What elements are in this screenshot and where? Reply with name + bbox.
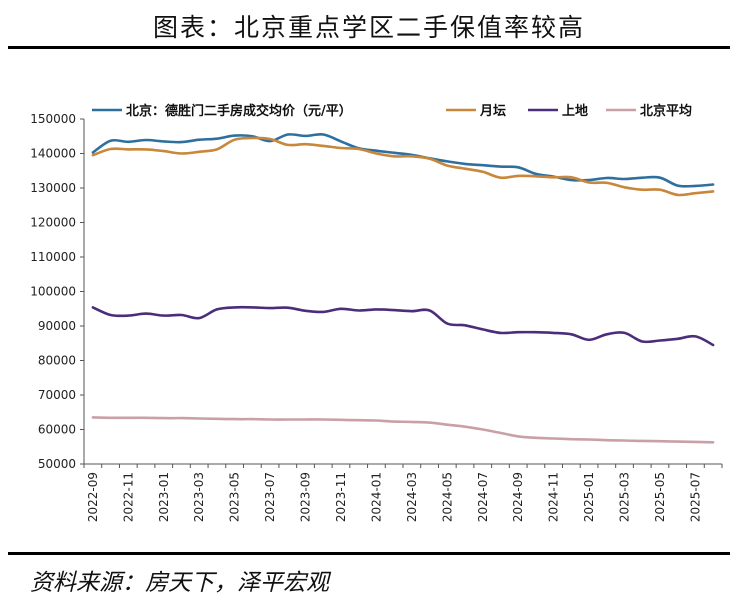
y-axis: 50000 60000 70000 80000 90000 100000 110000 120… xyxy=(30,112,85,471)
series-line-4 xyxy=(91,416,715,444)
y-tick-label: 70000 xyxy=(38,388,76,402)
series-line-1 xyxy=(91,133,715,188)
series-line-2 xyxy=(91,136,715,197)
page-title: 图表：北京重点学区二手保值率较高 xyxy=(152,13,585,42)
legend-label-1: 北京：德胜门二手房成交均价（元/平） xyxy=(126,103,352,119)
legend-label-2: 月坛 xyxy=(479,103,506,119)
x-tick-label: 2023-05 xyxy=(228,472,242,522)
y-tick-label: 90000 xyxy=(38,319,76,333)
title-divider xyxy=(8,46,730,49)
x-tick-label: 2023-11 xyxy=(334,472,348,522)
series-group xyxy=(91,133,715,444)
legend: 北京：德胜门二手房成交均价（元/平） 月坛 上地 北京平均 xyxy=(92,103,692,119)
source-divider xyxy=(8,552,730,555)
y-tick-label: 100000 xyxy=(30,285,76,299)
y-tick-label: 80000 xyxy=(38,354,76,368)
x-tick-label: 2024-09 xyxy=(511,472,525,522)
x-tick-label: 2023-01 xyxy=(157,472,171,522)
source-note: 资料来源：房天下，泽平宏观 xyxy=(30,570,329,596)
series-line-3 xyxy=(91,305,715,347)
y-tick-label: 130000 xyxy=(30,181,76,195)
x-tick-label: 2024-03 xyxy=(405,472,419,522)
y-tick-label: 120000 xyxy=(30,216,76,230)
x-tick-label: 2025-03 xyxy=(618,472,632,522)
y-tick-label: 140000 xyxy=(30,147,76,161)
x-tick-label: 2025-05 xyxy=(653,472,667,522)
x-tick-label: 2023-03 xyxy=(192,472,206,522)
x-tick-label: 2025-07 xyxy=(688,472,702,522)
y-tick-label: 110000 xyxy=(30,250,76,264)
y-tick-label: 150000 xyxy=(30,112,76,126)
x-tick-label: 2023-09 xyxy=(299,472,313,522)
y-tick-label: 50000 xyxy=(38,457,76,471)
x-tick-label: 2022-11 xyxy=(121,472,135,522)
legend-label-4: 北京平均 xyxy=(640,103,692,119)
x-tick-label: 2024-05 xyxy=(440,472,454,522)
x-tick-label: 2024-01 xyxy=(369,472,383,522)
x-tick-label: 2023-07 xyxy=(263,472,277,522)
x-tick-label: 2022-09 xyxy=(86,472,100,522)
y-tick-label: 60000 xyxy=(38,423,76,437)
legend-label-3: 上地 xyxy=(562,103,588,119)
x-tick-label: 2024-07 xyxy=(476,472,490,522)
x-tick-label: 2024-11 xyxy=(547,472,561,522)
x-tick-label: 2025-01 xyxy=(582,472,596,522)
x-axis: 2022-09 2022-11 2023-01 2023-03 2023-05 2023-… xyxy=(83,463,723,522)
line-chart: 北京：德胜门二手房成交均价（元/平） 月坛 上地 北京平均 50000 60000 700… xyxy=(30,103,723,522)
